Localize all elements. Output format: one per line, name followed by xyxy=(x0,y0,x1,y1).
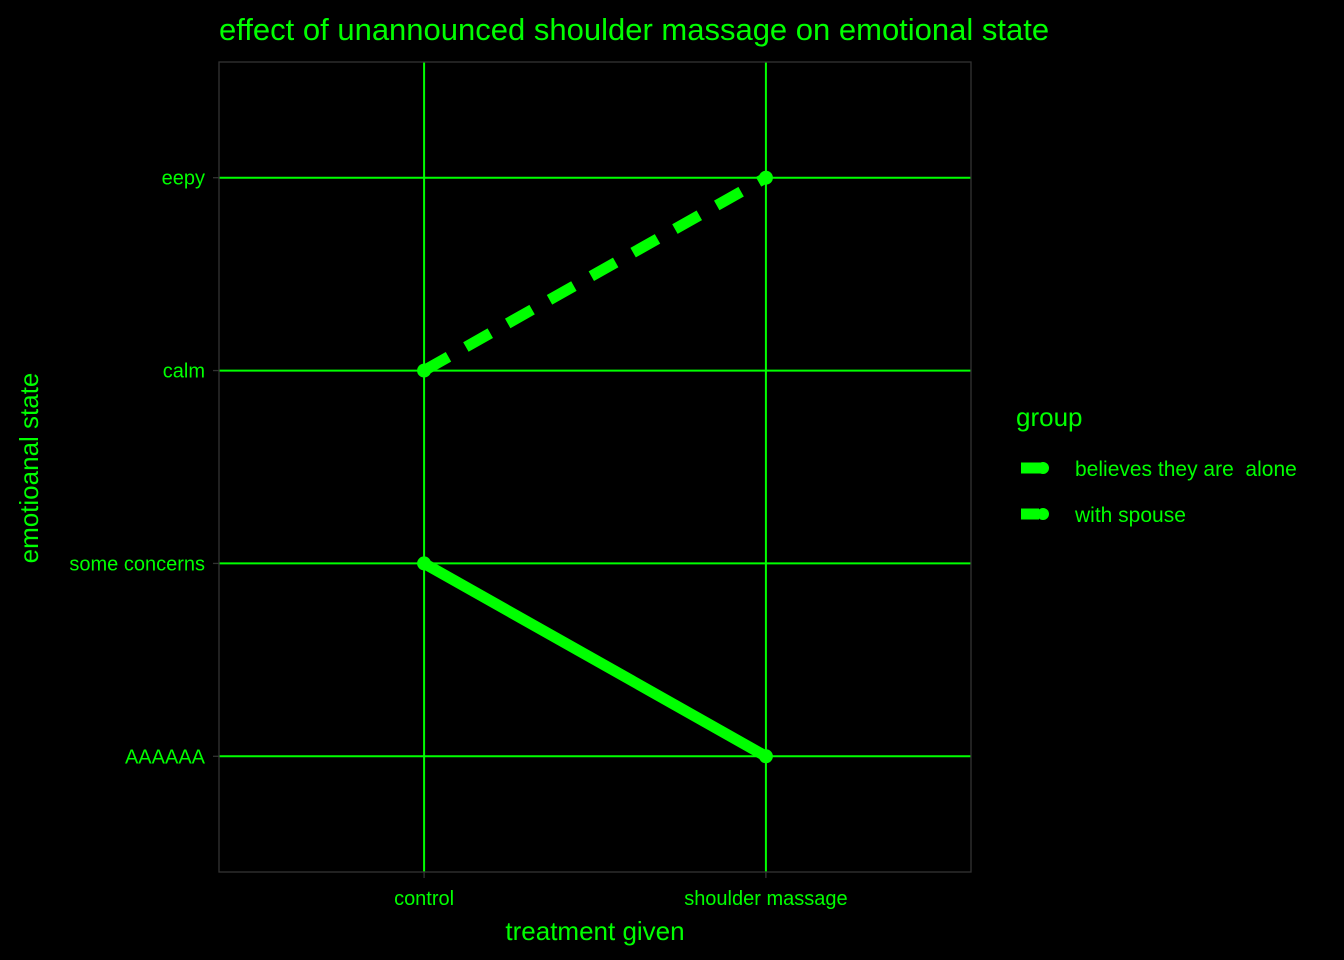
y-axis-label: emotioanal state xyxy=(14,373,44,564)
series-line xyxy=(421,172,769,376)
y-axis-ticks: AAAAAA some concerns calm eepy xyxy=(69,168,219,768)
series-lines xyxy=(417,170,773,764)
x-axis-label: treatment given xyxy=(505,916,684,946)
grid-lines xyxy=(219,62,971,872)
legend-key-point xyxy=(1037,462,1049,474)
series-line xyxy=(421,558,769,762)
data-point xyxy=(758,170,773,185)
data-point xyxy=(417,556,432,571)
legend-label: believes they are alone xyxy=(1075,458,1297,481)
y-tick-label: eepy xyxy=(162,168,205,190)
chart-title: effect of unannounced shoulder massage o… xyxy=(219,12,1049,47)
legend-item: believes they are alone xyxy=(1021,458,1297,481)
panel-border xyxy=(218,61,972,873)
y-tick-label: some concerns xyxy=(69,553,205,575)
legend-title: group xyxy=(1016,402,1083,432)
x-tick-label: shoulder massage xyxy=(684,888,847,910)
legend-label: with spouse xyxy=(1074,504,1186,527)
data-point xyxy=(758,749,773,764)
series-0 xyxy=(417,556,773,764)
legend-items: believes they are alone with spouse xyxy=(1021,458,1297,527)
x-tick-label: control xyxy=(394,888,454,910)
data-point xyxy=(417,363,432,378)
legend-key-point xyxy=(1037,508,1049,520)
y-tick-label: AAAAAA xyxy=(125,746,206,768)
legend-item: with spouse xyxy=(1021,504,1186,527)
legend: group believes they are alone with spouse xyxy=(1016,402,1297,527)
y-tick-label: calm xyxy=(163,361,205,383)
series-1 xyxy=(417,170,773,378)
x-axis-ticks: control shoulder massage xyxy=(394,872,848,910)
